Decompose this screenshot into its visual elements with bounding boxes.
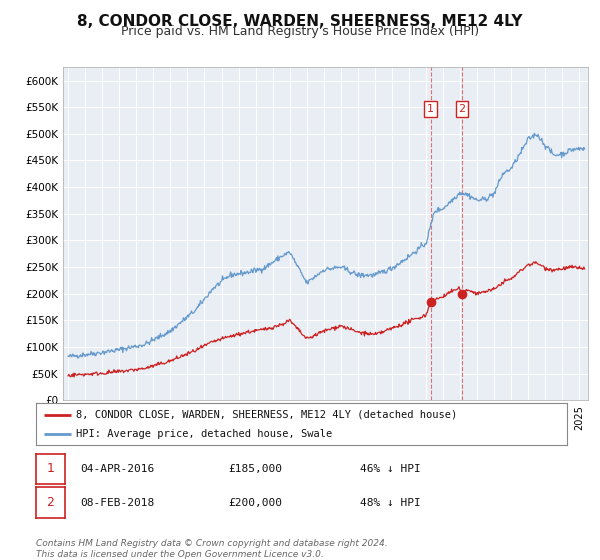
Text: 46% ↓ HPI: 46% ↓ HPI — [360, 464, 421, 474]
Text: Contains HM Land Registry data © Crown copyright and database right 2024.: Contains HM Land Registry data © Crown c… — [36, 539, 388, 548]
Text: 1: 1 — [427, 104, 434, 114]
Text: Price paid vs. HM Land Registry's House Price Index (HPI): Price paid vs. HM Land Registry's House … — [121, 25, 479, 38]
Text: This data is licensed under the Open Government Licence v3.0.: This data is licensed under the Open Gov… — [36, 550, 324, 559]
Text: 1: 1 — [46, 463, 55, 475]
Text: £200,000: £200,000 — [228, 498, 282, 507]
Text: 08-FEB-2018: 08-FEB-2018 — [80, 498, 154, 507]
Text: 04-APR-2016: 04-APR-2016 — [80, 464, 154, 474]
Text: 2: 2 — [458, 104, 466, 114]
Text: £185,000: £185,000 — [228, 464, 282, 474]
Text: HPI: Average price, detached house, Swale: HPI: Average price, detached house, Swal… — [76, 429, 332, 439]
Text: 8, CONDOR CLOSE, WARDEN, SHEERNESS, ME12 4LY (detached house): 8, CONDOR CLOSE, WARDEN, SHEERNESS, ME12… — [76, 409, 457, 419]
Text: 48% ↓ HPI: 48% ↓ HPI — [360, 498, 421, 507]
Text: 8, CONDOR CLOSE, WARDEN, SHEERNESS, ME12 4LY: 8, CONDOR CLOSE, WARDEN, SHEERNESS, ME12… — [77, 14, 523, 29]
Text: 2: 2 — [46, 496, 55, 509]
